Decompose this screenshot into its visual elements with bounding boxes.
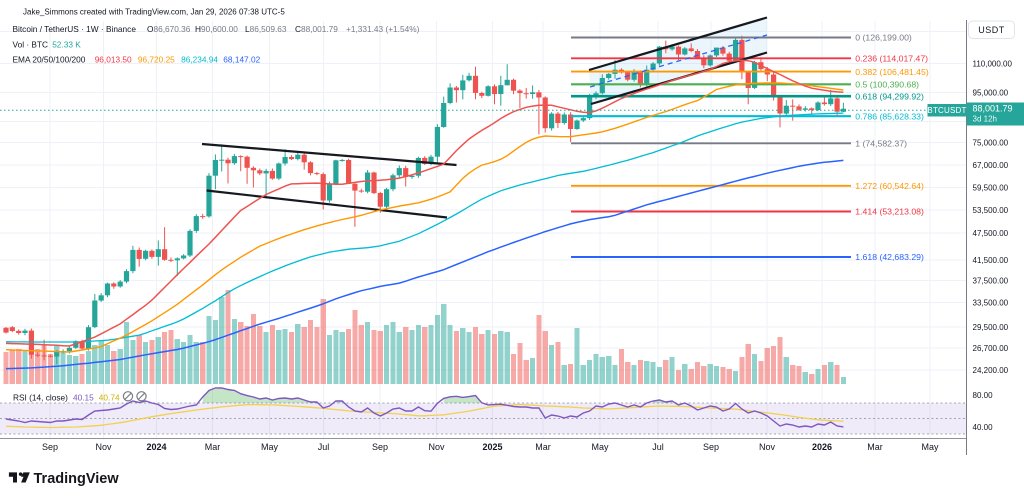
svg-text:3d 12h: 3d 12h <box>973 115 997 124</box>
svg-text:2026: 2026 <box>812 442 832 452</box>
svg-text:0 (126,199.00): 0 (126,199.00) <box>855 33 912 43</box>
svg-text:Nov: Nov <box>759 442 776 452</box>
svg-text:Sep: Sep <box>42 442 58 452</box>
svg-text:26,700.00: 26,700.00 <box>973 344 1009 353</box>
svg-text:1.618 (42,683.29): 1.618 (42,683.29) <box>855 252 924 262</box>
svg-text:USDT: USDT <box>978 25 1005 35</box>
svg-text:Sep: Sep <box>372 442 388 452</box>
svg-text:Nov: Nov <box>428 442 445 452</box>
svg-text:33,500.00: 33,500.00 <box>973 299 1009 308</box>
svg-text:BTCUSDT: BTCUSDT <box>927 106 966 115</box>
svg-text:May: May <box>261 442 279 452</box>
svg-text:May: May <box>921 442 939 452</box>
svg-text:37,500.00: 37,500.00 <box>973 277 1009 286</box>
svg-text:53,500.00: 53,500.00 <box>973 206 1009 215</box>
svg-text:47,500.00: 47,500.00 <box>973 229 1009 238</box>
svg-text:May: May <box>591 442 609 452</box>
svg-text:Sep: Sep <box>703 442 719 452</box>
svg-text:95,000.00: 95,000.00 <box>973 89 1009 98</box>
svg-text:0.236 (114,017.47): 0.236 (114,017.47) <box>855 54 928 64</box>
svg-text:1.414 (53,213.08): 1.414 (53,213.08) <box>855 207 924 217</box>
svg-text:TradingView: TradingView <box>34 471 120 487</box>
svg-text:0.5 (100,390.68): 0.5 (100,390.68) <box>855 80 919 90</box>
svg-text:0.618 (94,299.92): 0.618 (94,299.92) <box>855 91 924 101</box>
svg-text:1 (74,582.37): 1 (74,582.37) <box>855 139 907 149</box>
svg-text:0.382 (106,481.45): 0.382 (106,481.45) <box>855 67 929 77</box>
svg-text:24,200.00: 24,200.00 <box>973 366 1009 375</box>
svg-text:Nov: Nov <box>95 442 112 452</box>
svg-text:Jul: Jul <box>318 442 330 452</box>
svg-text:80.00: 80.00 <box>973 391 994 400</box>
svg-text:Jul: Jul <box>652 442 664 452</box>
svg-text:Bitcoin / TetherUS · 1W · Bina: Bitcoin / TetherUS · 1W · Binance O86,670… <box>13 24 420 34</box>
svg-text:Mar: Mar <box>535 442 551 452</box>
svg-text:0.786 (85,628.33): 0.786 (85,628.33) <box>855 111 924 121</box>
svg-text:40.00: 40.00 <box>973 423 994 432</box>
svg-text:75,000.00: 75,000.00 <box>973 139 1009 148</box>
svg-text:110,000.00: 110,000.00 <box>973 60 1013 69</box>
svg-text:29,500.00: 29,500.00 <box>973 323 1009 332</box>
svg-text:2024: 2024 <box>146 442 166 452</box>
svg-text:Mar: Mar <box>205 442 221 452</box>
svg-text:2025: 2025 <box>482 442 502 452</box>
svg-text:59,500.00: 59,500.00 <box>973 184 1009 193</box>
svg-text:88,001.79: 88,001.79 <box>973 104 1013 114</box>
svg-text:41,500.00: 41,500.00 <box>973 256 1009 265</box>
svg-text:67,000.00: 67,000.00 <box>973 161 1009 170</box>
svg-text:Mar: Mar <box>867 442 883 452</box>
svg-text:Jake_Simmons created with Trad: Jake_Simmons created with TradingView.co… <box>23 7 285 16</box>
svg-text:1.272 (60,542.64): 1.272 (60,542.64) <box>855 181 924 191</box>
